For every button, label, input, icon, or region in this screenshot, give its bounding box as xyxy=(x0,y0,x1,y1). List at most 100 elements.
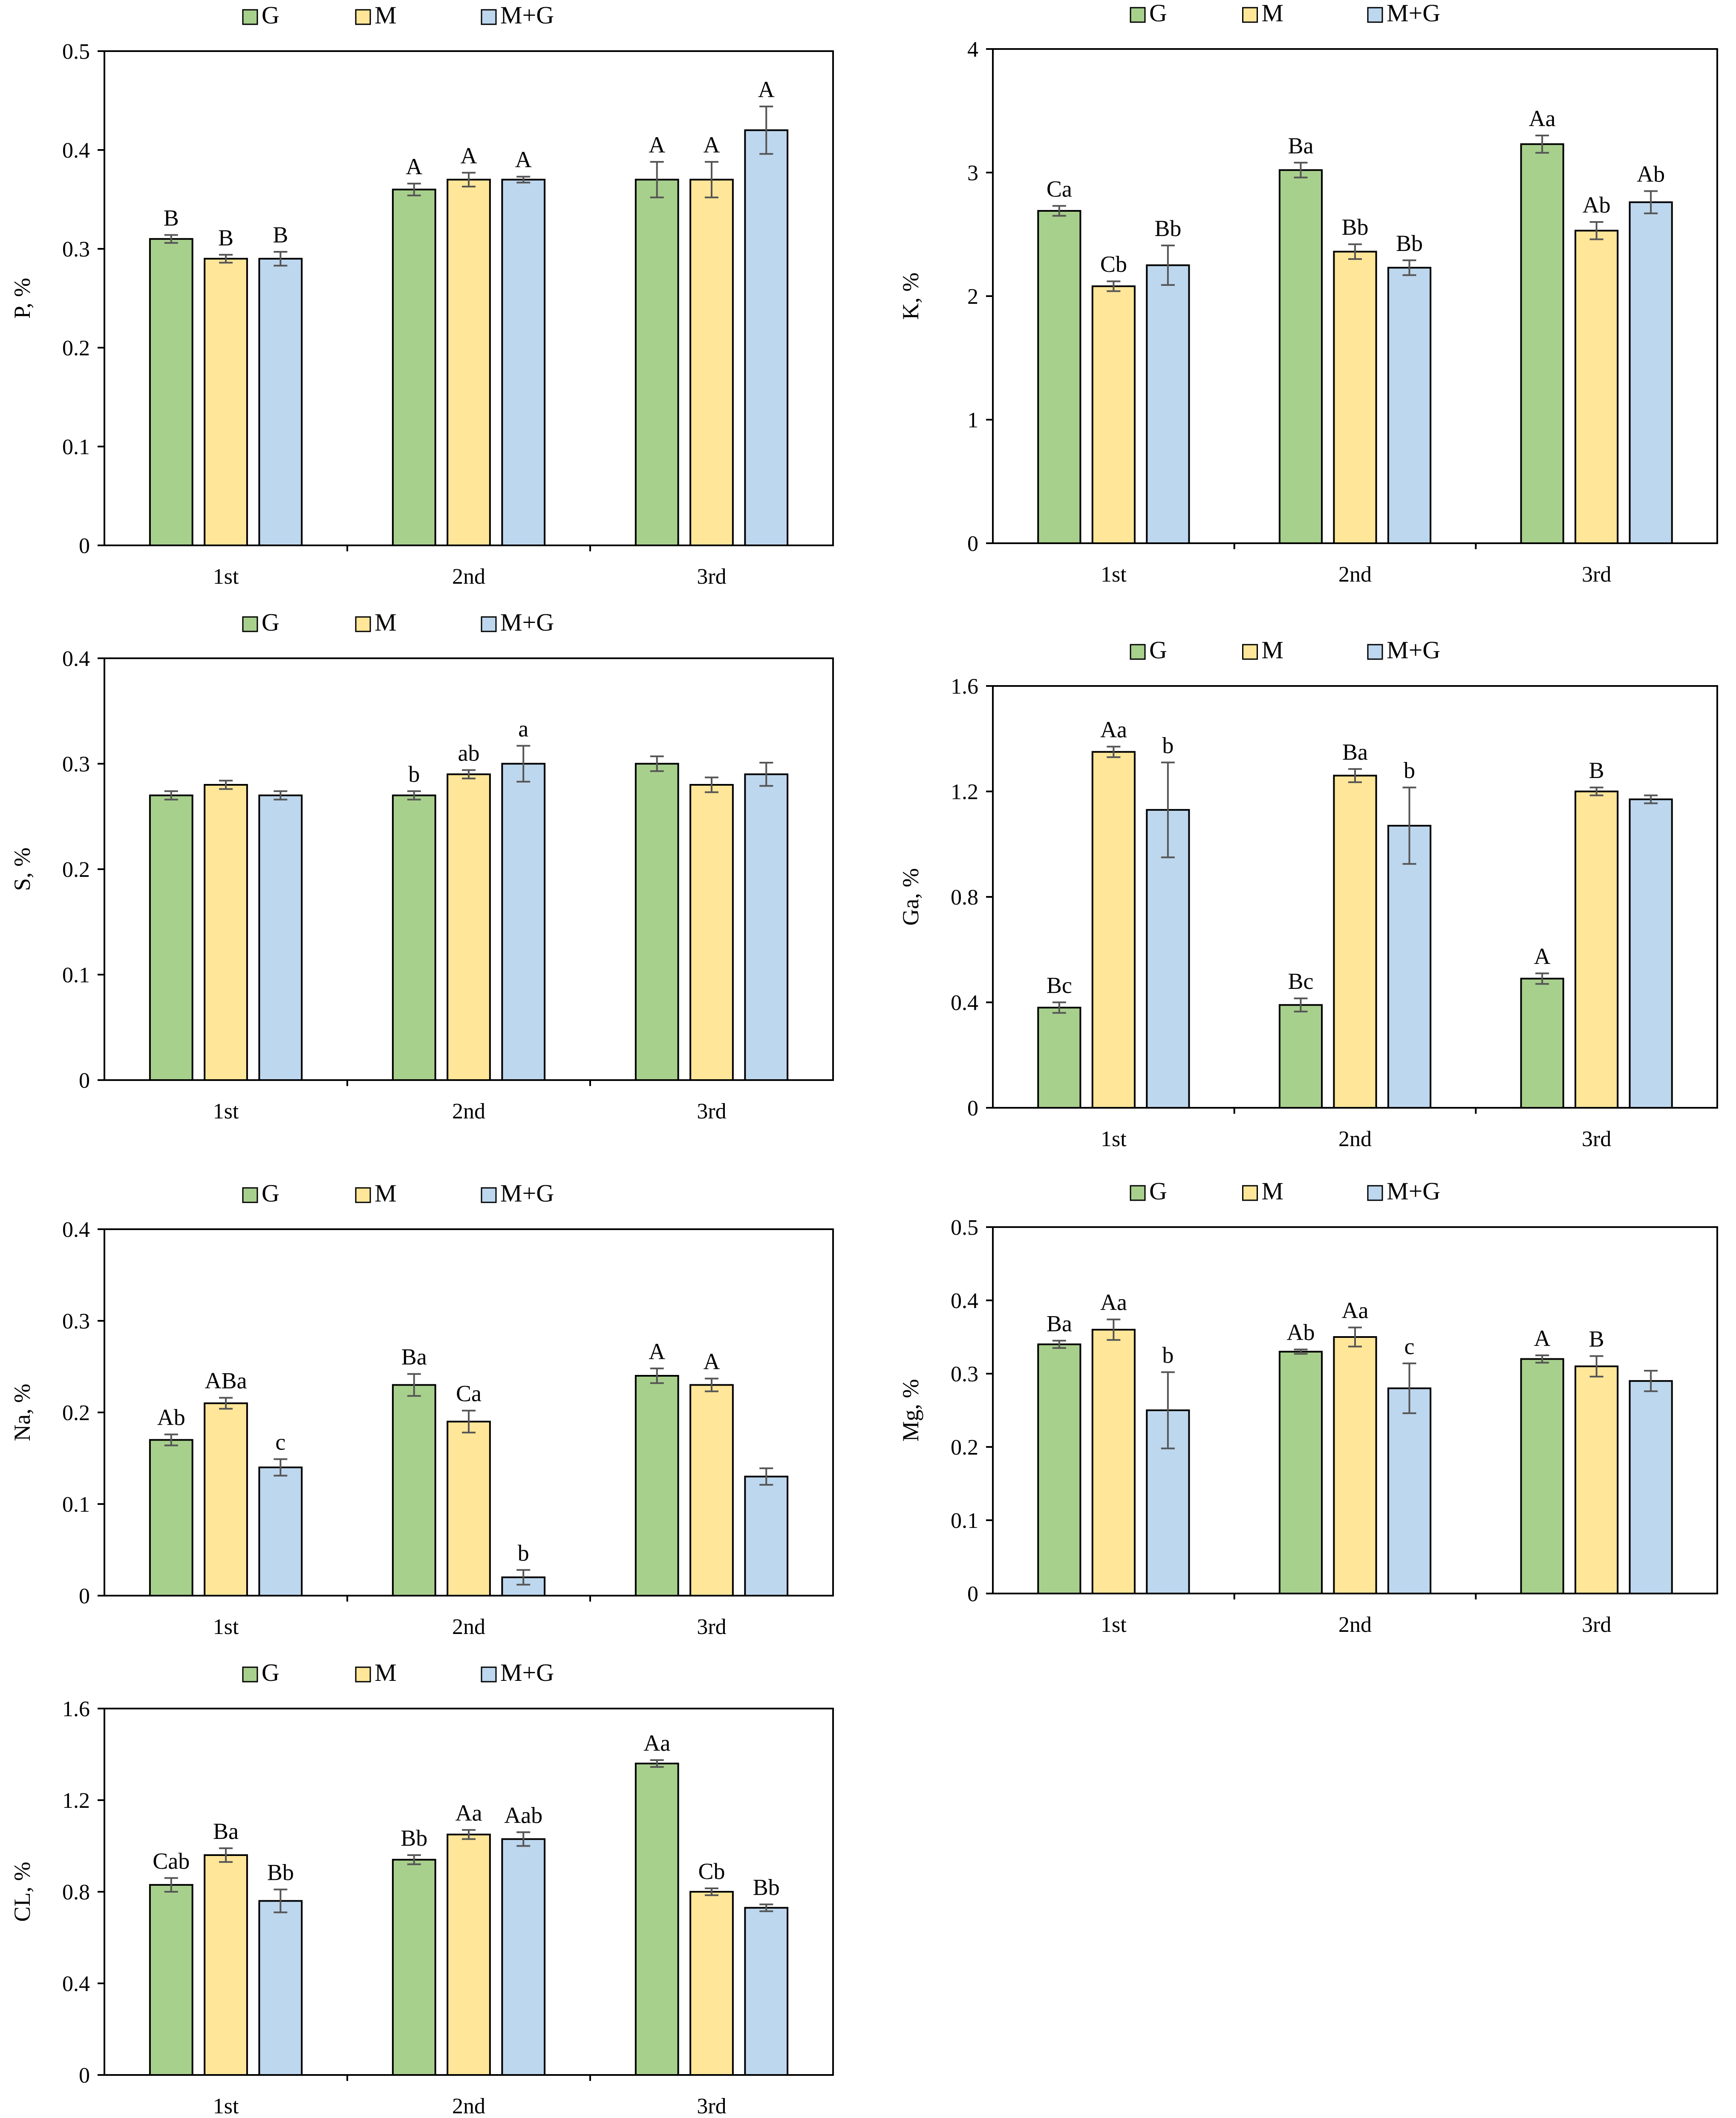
significance-label: Cab xyxy=(153,1848,190,1874)
chart-mg: 0 0.1 0.2 0.3 0.4 0.5 Mg, % 1st 2nd 3rd Ba Ab A Aa Aa B… xyxy=(898,1177,1718,1637)
legend-label: M xyxy=(375,608,397,636)
y-tick-label: 1 xyxy=(967,408,978,432)
significance-label: ABa xyxy=(205,1368,247,1394)
bar-mplusg xyxy=(501,1838,546,2076)
significance-label: A xyxy=(1534,1326,1551,1351)
significance-label: B xyxy=(218,225,234,251)
bar-mplusg xyxy=(1629,798,1673,1109)
y-tick-label: 0.8 xyxy=(62,1880,90,1905)
bar-m xyxy=(447,1421,491,1596)
x-tick-label: 2nd xyxy=(452,565,485,589)
x-tick-label: 3rd xyxy=(697,1615,726,1639)
bar-m xyxy=(1575,1365,1619,1595)
significance-label: Ba xyxy=(1288,133,1314,158)
bar-g xyxy=(1037,1006,1081,1109)
x-tick-label: 3rd xyxy=(697,1099,726,1124)
y-tick-label: 0.5 xyxy=(62,40,90,64)
significance-label: Ab xyxy=(1287,1320,1315,1345)
y-tick-label: 0.2 xyxy=(62,1401,90,1425)
significance-label: Ca xyxy=(456,1381,482,1406)
legend-swatch xyxy=(481,616,497,632)
chart-k: 0 1 2 3 4 K, % 1st 2nd 3rd Ca Ba Aa Cb Bb Ab Bb Bb Ab G M M+… xyxy=(898,0,1718,587)
bar-mplusg xyxy=(1146,809,1190,1109)
chart-s: 0 0.1 0.2 0.3 0.4 S, % 1st 2nd 3rd b ab a G M M+G xyxy=(9,608,834,1124)
y-tick-label: 0.8 xyxy=(951,885,978,910)
legend-swatch xyxy=(1130,1185,1146,1201)
bar-m xyxy=(204,784,248,1081)
significance-label: Ba xyxy=(1342,739,1368,765)
bar-mplusg xyxy=(501,763,546,1081)
x-tick-label: 1st xyxy=(1101,1613,1127,1637)
significance-label: Aa xyxy=(1100,717,1127,742)
y-tick-label: 1.6 xyxy=(951,674,978,699)
significance-label: B xyxy=(1589,1326,1604,1352)
significance-label: A xyxy=(704,132,720,158)
significance-label: Bc xyxy=(1288,968,1314,994)
legend-swatch xyxy=(1242,7,1258,23)
y-axis-label: Ga, % xyxy=(898,868,923,926)
legend-swatch xyxy=(1242,1185,1258,1201)
bar-g xyxy=(1278,169,1323,544)
significance-label: Aa xyxy=(456,1800,482,1826)
bar-m xyxy=(689,179,734,547)
bar-m xyxy=(204,1402,248,1596)
bar-g xyxy=(1278,1351,1323,1594)
y-tick-label: 0.1 xyxy=(951,1509,978,1533)
x-tick-label: 2nd xyxy=(1338,562,1372,587)
legend-label: M xyxy=(1262,636,1284,664)
significance-label: b xyxy=(1162,1343,1174,1368)
x-tick-label: 2nd xyxy=(452,1615,485,1639)
legend-label: M xyxy=(375,1179,397,1207)
bar-mplusg xyxy=(1146,264,1190,544)
bar-m xyxy=(1333,1336,1377,1594)
bar-m xyxy=(447,1833,491,2076)
y-tick-label: 0 xyxy=(967,1582,978,1606)
bar-g xyxy=(149,238,193,546)
bar-m xyxy=(1575,790,1619,1109)
bar-mplusg xyxy=(1629,201,1673,545)
legend-label: G xyxy=(1149,636,1167,664)
significance-label: Aa xyxy=(1342,1298,1369,1323)
significance-label: a xyxy=(518,716,528,741)
legend-swatch xyxy=(355,1187,371,1203)
significance-label: b xyxy=(518,1540,529,1566)
bar-mplusg xyxy=(258,1900,303,2076)
legend-swatch xyxy=(481,1187,497,1203)
significance-label: Ba xyxy=(401,1344,427,1370)
legend-swatch xyxy=(481,1666,497,1683)
bar-g xyxy=(1278,1004,1323,1109)
bar-mplusg xyxy=(501,179,546,547)
y-tick-label: 0.2 xyxy=(62,336,90,360)
x-tick-label: 1st xyxy=(213,565,239,589)
bar-m xyxy=(447,179,491,547)
y-tick-label: 0.2 xyxy=(62,858,90,882)
y-tick-label: 0.3 xyxy=(62,237,90,262)
bar-m xyxy=(1333,251,1377,544)
significance-label: A xyxy=(758,77,775,102)
significance-label: b xyxy=(408,761,420,787)
significance-label: Aa xyxy=(643,1730,670,1756)
x-tick-label: 3rd xyxy=(697,565,726,589)
significance-label: A xyxy=(1534,943,1551,969)
x-tick-label: 1st xyxy=(1101,562,1127,587)
significance-label: Aa xyxy=(1529,106,1556,131)
significance-label: Aa xyxy=(1100,1290,1127,1315)
significance-label: c xyxy=(1404,1334,1415,1359)
y-tick-label: 1.6 xyxy=(62,1697,90,1721)
bar-mplusg xyxy=(1387,267,1432,544)
x-tick-label: 1st xyxy=(1101,1127,1127,1151)
bar-g xyxy=(1520,1358,1564,1595)
significance-label: ab xyxy=(458,740,480,766)
legend-label: G xyxy=(262,1179,280,1207)
bar-g xyxy=(634,1763,679,2076)
significance-label: A xyxy=(461,143,477,168)
significance-label: Bb xyxy=(401,1825,427,1851)
y-tick-label: 0.1 xyxy=(62,963,90,988)
bar-g xyxy=(149,1884,193,2076)
x-tick-label: 3rd xyxy=(697,2094,726,2118)
y-tick-label: 0 xyxy=(79,1584,90,1608)
x-tick-label: 3rd xyxy=(1582,562,1611,587)
y-tick-label: 0.2 xyxy=(951,1435,978,1460)
x-tick-label: 1st xyxy=(213,1099,239,1124)
